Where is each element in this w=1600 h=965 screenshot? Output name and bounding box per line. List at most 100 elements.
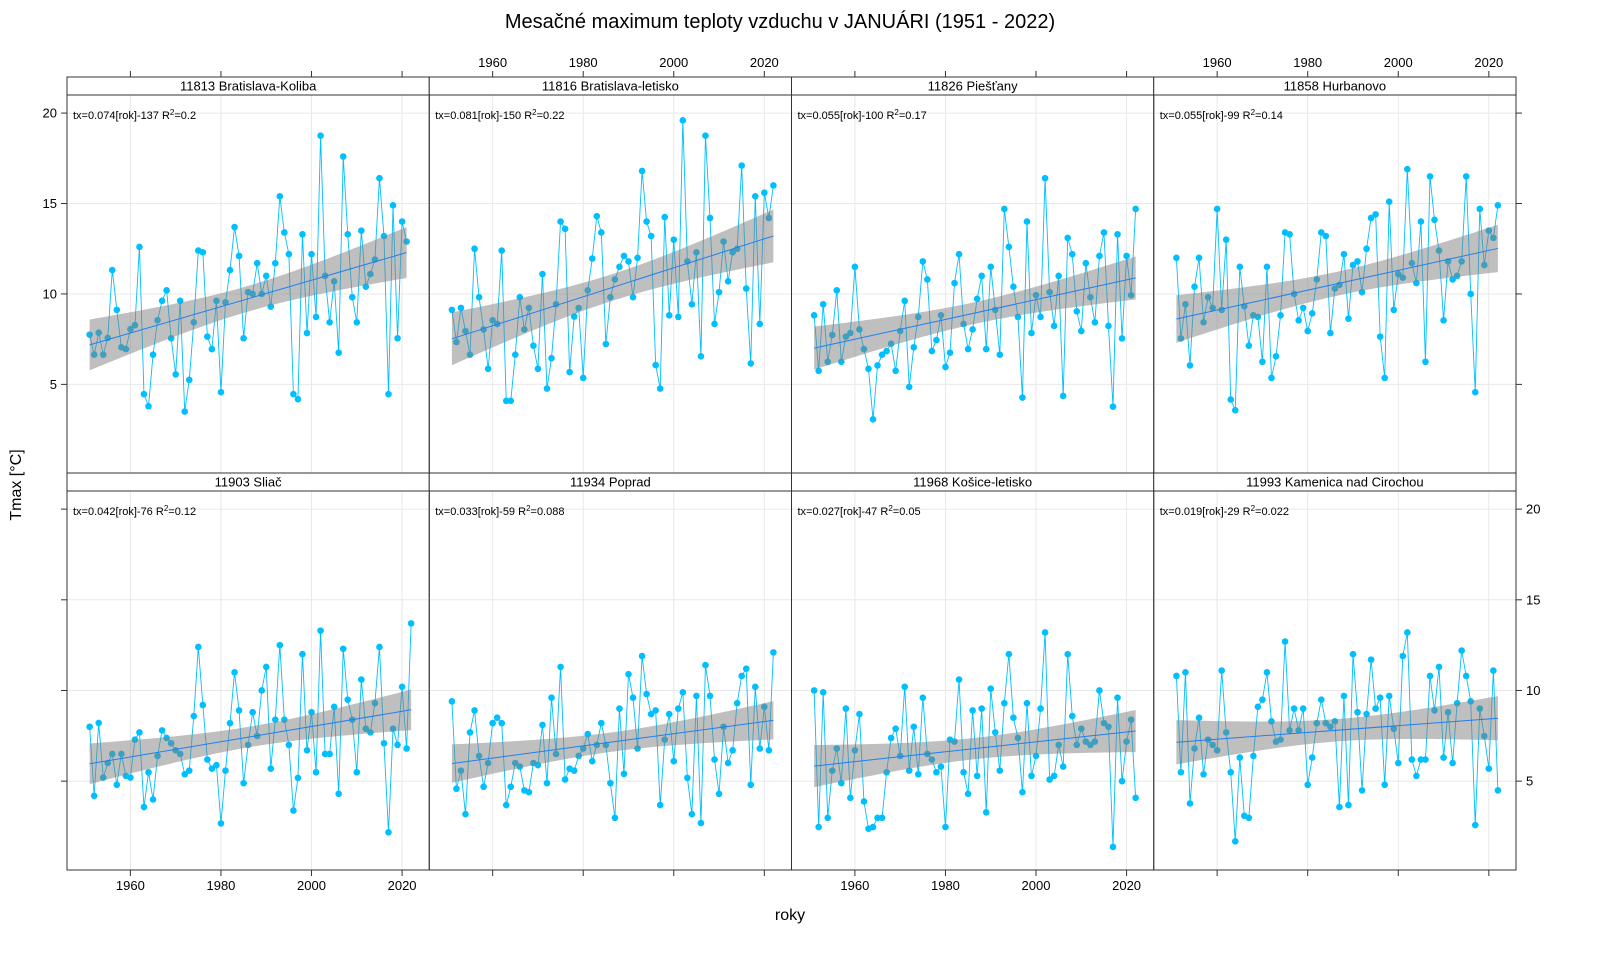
data-point bbox=[1340, 692, 1348, 700]
data-point bbox=[1422, 756, 1429, 763]
regression-equation: tx=0.081[rok]-150 R2=0.22 bbox=[435, 108, 564, 122]
data-point bbox=[1001, 699, 1008, 707]
strip bbox=[1153, 472, 1517, 492]
panel-frame bbox=[428, 490, 792, 871]
r2-superscript: 2 bbox=[526, 504, 531, 513]
regression-equation: tx=0.055[rok]-99 R2=0.14 bbox=[1160, 108, 1283, 122]
data-point bbox=[511, 351, 519, 359]
data-point bbox=[878, 814, 886, 822]
regression-equation: tx=0.055[rok]-100 R2=0.17 bbox=[798, 108, 927, 122]
data-point bbox=[842, 705, 850, 712]
data-point bbox=[570, 767, 578, 774]
data-point bbox=[1440, 754, 1447, 761]
data-point bbox=[1068, 712, 1076, 720]
data-point bbox=[1381, 374, 1388, 382]
data-point bbox=[312, 313, 320, 321]
data-point bbox=[1304, 327, 1312, 335]
data-point bbox=[471, 707, 478, 714]
data-point bbox=[204, 756, 211, 763]
data-point bbox=[1096, 252, 1103, 260]
x-tick-label: 2020 bbox=[388, 878, 417, 893]
data-point bbox=[742, 285, 750, 292]
data-point bbox=[398, 683, 406, 691]
data-point bbox=[715, 790, 723, 798]
data-point bbox=[733, 699, 741, 707]
r2-value: =0.05 bbox=[893, 506, 921, 518]
data-point bbox=[136, 729, 143, 736]
data-point bbox=[294, 395, 302, 403]
data-point bbox=[638, 652, 646, 660]
data-point bbox=[149, 351, 157, 359]
data-point bbox=[1019, 394, 1026, 401]
data-point bbox=[928, 347, 936, 355]
series-line bbox=[451, 652, 774, 824]
data-point bbox=[693, 692, 700, 700]
data-point bbox=[1245, 342, 1253, 349]
data-point bbox=[1263, 669, 1271, 676]
data-point bbox=[1299, 304, 1307, 312]
equation-text: tx=0.019[rok]-29 R bbox=[1160, 506, 1251, 518]
data-point bbox=[380, 739, 388, 747]
data-point bbox=[602, 340, 610, 348]
data-point bbox=[1245, 814, 1253, 822]
r2-superscript: 2 bbox=[532, 108, 537, 117]
data-point bbox=[588, 255, 596, 262]
data-point bbox=[1422, 358, 1429, 366]
data-point bbox=[113, 306, 121, 314]
data-point bbox=[475, 293, 483, 301]
y-tick-label: 20 bbox=[43, 106, 57, 121]
data-point bbox=[398, 218, 406, 225]
data-point bbox=[679, 117, 687, 124]
data-point bbox=[1195, 254, 1203, 262]
data-point bbox=[1023, 699, 1031, 707]
data-point bbox=[1055, 272, 1062, 280]
data-point bbox=[1100, 229, 1108, 236]
r2-superscript: 2 bbox=[888, 504, 893, 513]
data-point bbox=[1390, 306, 1398, 314]
data-point bbox=[960, 768, 967, 776]
data-point bbox=[702, 661, 709, 669]
trend-line bbox=[814, 730, 1136, 767]
trend-line bbox=[89, 709, 412, 765]
data-point bbox=[312, 768, 320, 776]
data-point bbox=[1385, 198, 1393, 206]
data-point bbox=[964, 790, 972, 798]
data-point bbox=[874, 814, 881, 822]
x-tick-label: 2000 bbox=[659, 55, 688, 70]
data-point bbox=[942, 823, 949, 831]
data-point bbox=[290, 807, 297, 814]
data-point bbox=[1082, 259, 1090, 267]
data-point bbox=[240, 334, 247, 342]
data-point bbox=[1317, 696, 1325, 704]
data-point bbox=[634, 254, 641, 262]
data-point bbox=[638, 167, 646, 175]
data-point bbox=[566, 368, 573, 376]
series-line bbox=[1175, 632, 1499, 842]
data-point bbox=[1005, 243, 1013, 251]
panel-title: 11858 Hurbanovo bbox=[1284, 79, 1386, 94]
data-point bbox=[507, 397, 515, 405]
data-point bbox=[665, 311, 673, 319]
data-point bbox=[652, 707, 659, 714]
data-point bbox=[878, 351, 886, 359]
data-point bbox=[611, 814, 619, 822]
data-point bbox=[1458, 647, 1465, 654]
data-point bbox=[724, 759, 732, 767]
data-point bbox=[607, 779, 614, 787]
r2-value: =0.22 bbox=[537, 110, 565, 122]
data-point bbox=[1426, 173, 1434, 180]
data-point bbox=[1431, 216, 1438, 224]
data-point bbox=[1327, 329, 1334, 337]
data-point bbox=[190, 712, 198, 720]
data-point bbox=[1200, 770, 1207, 778]
data-point bbox=[480, 783, 487, 791]
data-point bbox=[751, 192, 759, 200]
data-point bbox=[113, 781, 121, 789]
data-point bbox=[987, 685, 995, 692]
panel-title: 11968 Košice-letisko bbox=[913, 475, 1032, 490]
data-point bbox=[973, 295, 981, 303]
data-point bbox=[942, 363, 949, 371]
data-point bbox=[1367, 656, 1375, 663]
panel-title: 11826 Piešťany bbox=[928, 79, 1018, 94]
data-point bbox=[262, 663, 270, 671]
